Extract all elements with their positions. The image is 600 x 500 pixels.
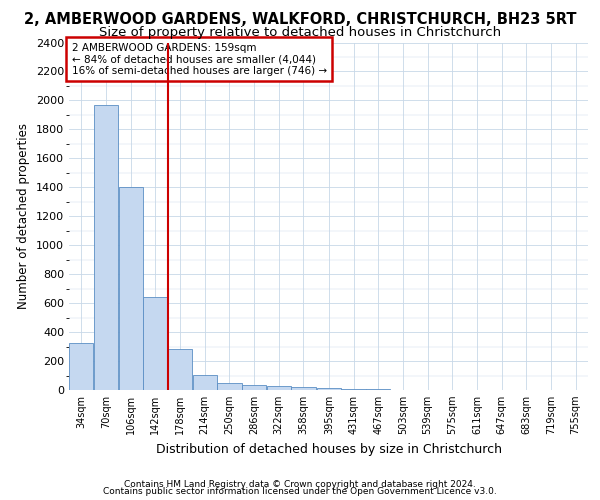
Bar <box>69 343 94 390</box>
Text: 2, AMBERWOOD GARDENS, WALKFORD, CHRISTCHURCH, BH23 5RT: 2, AMBERWOOD GARDENS, WALKFORD, CHRISTCH… <box>24 12 576 28</box>
Bar <box>193 375 217 390</box>
X-axis label: Distribution of detached houses by size in Christchurch: Distribution of detached houses by size … <box>155 442 502 456</box>
Bar <box>242 385 266 390</box>
Bar <box>317 388 341 390</box>
Y-axis label: Number of detached properties: Number of detached properties <box>17 123 31 309</box>
Bar <box>266 386 291 390</box>
Bar <box>94 105 118 390</box>
Text: 2 AMBERWOOD GARDENS: 159sqm
← 84% of detached houses are smaller (4,044)
16% of : 2 AMBERWOOD GARDENS: 159sqm ← 84% of det… <box>71 42 327 76</box>
Bar <box>217 384 242 390</box>
Text: Size of property relative to detached houses in Christchurch: Size of property relative to detached ho… <box>99 26 501 39</box>
Bar <box>341 388 365 390</box>
Bar <box>168 350 192 390</box>
Text: Contains public sector information licensed under the Open Government Licence v3: Contains public sector information licen… <box>103 487 497 496</box>
Bar <box>119 188 143 390</box>
Bar <box>292 387 316 390</box>
Text: Contains HM Land Registry data © Crown copyright and database right 2024.: Contains HM Land Registry data © Crown c… <box>124 480 476 489</box>
Bar <box>143 296 167 390</box>
